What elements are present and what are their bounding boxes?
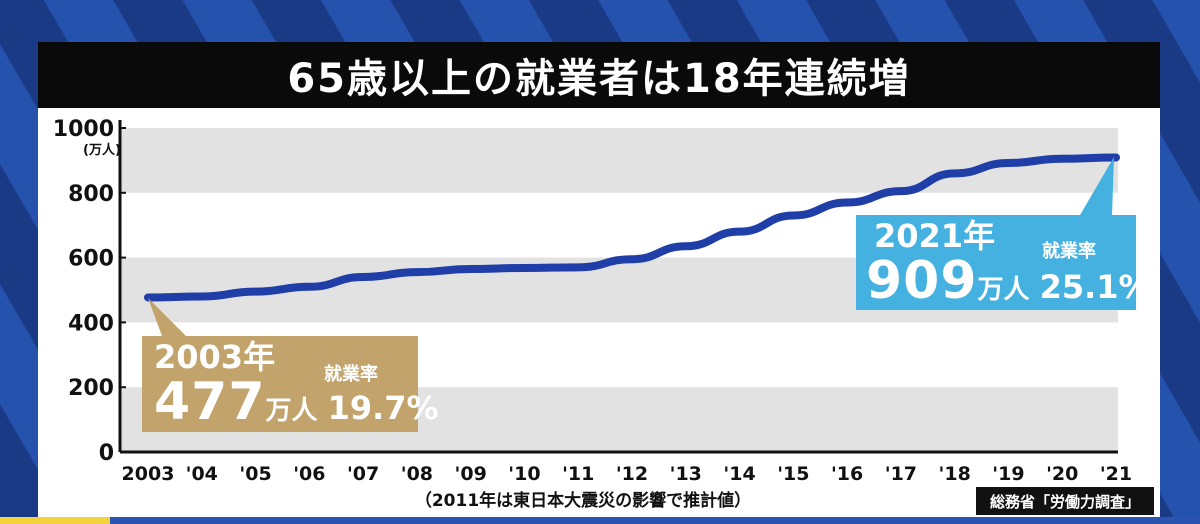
x-tick-label: '14 bbox=[723, 463, 755, 485]
x-tick-label: '07 bbox=[347, 463, 379, 485]
x-tick-label: '20 bbox=[1046, 463, 1078, 485]
callout-2021-value: 909 bbox=[866, 251, 978, 311]
x-tick-label: 2003 bbox=[122, 463, 175, 485]
bottom-strip bbox=[0, 517, 1200, 524]
x-tick-label: '10 bbox=[508, 463, 540, 485]
x-tick-label: '08 bbox=[401, 463, 433, 485]
data-point bbox=[844, 199, 851, 206]
x-tick-label: '15 bbox=[777, 463, 809, 485]
data-point bbox=[306, 283, 313, 290]
x-tick-label: '11 bbox=[562, 463, 594, 485]
y-tick-label: 400 bbox=[68, 311, 114, 336]
line-chart: 0 200 400 600 800 1000 2003 '04 '05 '06 '07 '08 '09… bbox=[53, 117, 1132, 511]
data-point bbox=[252, 288, 259, 295]
chart-note: （2011年は東日本大震災の影響で推計値） bbox=[415, 490, 751, 511]
data-point bbox=[897, 188, 904, 195]
y-tick-label: 0 bbox=[99, 441, 114, 466]
callout-2003: 2003年 477 万人 19.7% 就業率 bbox=[142, 298, 439, 432]
x-tick-label: '17 bbox=[885, 463, 917, 485]
callout-2003-unit: 万人 bbox=[265, 396, 318, 426]
callout-2021-rate-label: 就業率 bbox=[1042, 241, 1096, 262]
x-tick-label: '13 bbox=[670, 463, 702, 485]
chart-title: 65歳以上の就業者は18年連続増 bbox=[38, 42, 1160, 108]
callout-2021-rate: 25.1% bbox=[1039, 268, 1151, 306]
callout-pointer-2003 bbox=[148, 298, 186, 336]
data-point bbox=[682, 243, 689, 250]
data-point bbox=[521, 264, 528, 271]
callout-2003-value: 477 bbox=[154, 372, 266, 432]
data-point bbox=[1059, 155, 1066, 162]
callout-2021-unit: 万人 bbox=[977, 275, 1030, 305]
callout-2021-year: 2021年 bbox=[874, 217, 996, 255]
callout-pointer-2021 bbox=[1080, 157, 1114, 215]
x-tick-label: '05 bbox=[239, 463, 271, 485]
data-point bbox=[1005, 159, 1012, 166]
data-point bbox=[951, 170, 958, 177]
data-point bbox=[736, 228, 743, 235]
x-tick-label: '21 bbox=[1100, 463, 1132, 485]
y-tick-label: 1000 bbox=[53, 117, 114, 142]
callout-2003-rate-label: 就業率 bbox=[324, 364, 378, 385]
x-tick-label: '06 bbox=[293, 463, 325, 485]
x-tick-label: '18 bbox=[939, 463, 971, 485]
data-point bbox=[790, 212, 797, 219]
callout-2003-year: 2003年 bbox=[154, 338, 276, 376]
x-tick-label: '16 bbox=[831, 463, 863, 485]
x-tick-label: '09 bbox=[455, 463, 487, 485]
grid-band bbox=[120, 128, 1118, 193]
data-point bbox=[1113, 154, 1119, 161]
x-tick-label: '19 bbox=[992, 463, 1024, 485]
y-axis-unit-label: (万人) bbox=[83, 142, 121, 158]
callout-2003-rate: 19.7% bbox=[327, 389, 439, 427]
data-point bbox=[413, 269, 420, 276]
data-point bbox=[575, 264, 582, 271]
data-point bbox=[360, 274, 367, 281]
source-label: 総務省「労働力調査」 bbox=[976, 487, 1154, 515]
data-point bbox=[629, 256, 635, 263]
y-tick-label: 600 bbox=[68, 247, 114, 272]
data-point bbox=[467, 265, 474, 272]
data-point bbox=[198, 293, 205, 300]
y-tick-label: 800 bbox=[68, 182, 114, 207]
y-tick-label: 200 bbox=[68, 376, 114, 401]
callout-2021: 2021年 909 万人 25.1% 就業率 bbox=[856, 157, 1151, 311]
data-point bbox=[145, 294, 151, 301]
x-tick-label: '12 bbox=[616, 463, 648, 485]
x-tick-label: '04 bbox=[186, 463, 218, 485]
